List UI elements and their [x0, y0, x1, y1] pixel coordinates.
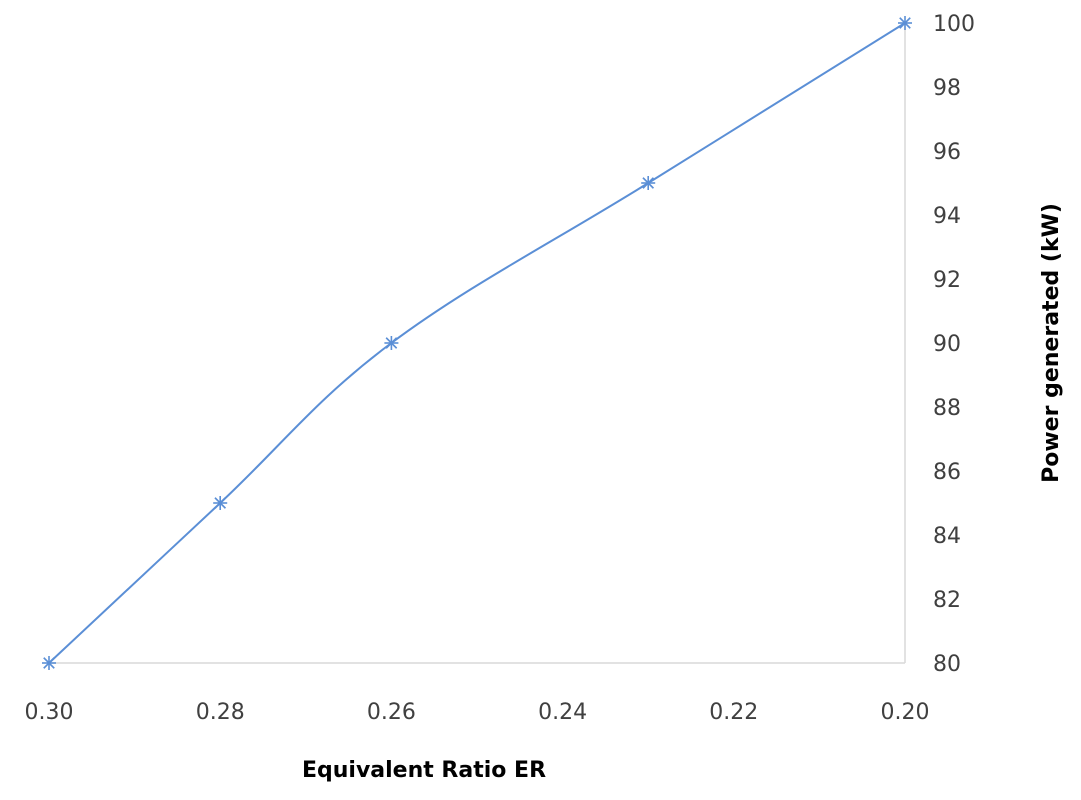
x-tick-label: 0.28 — [196, 700, 245, 725]
x-tick-label: 0.26 — [367, 700, 416, 725]
axes — [49, 23, 906, 664]
y-tick-label: 82 — [933, 588, 961, 613]
data-series — [48, 22, 906, 664]
data-point — [641, 176, 656, 190]
x-tick-label: 0.20 — [881, 700, 930, 725]
x-tick-label: 0.30 — [25, 700, 74, 725]
y-tick-label: 84 — [933, 524, 961, 549]
data-point — [42, 656, 56, 670]
data-markers — [42, 16, 912, 670]
y-tick-label: 98 — [933, 76, 961, 101]
y-axis-title: Power generated (kW) — [1039, 203, 1064, 483]
data-point — [898, 16, 912, 30]
y-tick-label: 100 — [933, 12, 975, 37]
data-point — [213, 496, 228, 510]
y-tick-label: 94 — [933, 204, 961, 229]
y-tick-label: 80 — [933, 652, 961, 677]
y-tick-label: 88 — [933, 396, 961, 421]
x-tick-label: 0.22 — [709, 700, 758, 725]
y-tick-label: 86 — [933, 460, 961, 485]
y-tick-label: 90 — [933, 332, 961, 357]
x-tick-label: 0.24 — [538, 700, 587, 725]
y-tick-label: 96 — [933, 140, 961, 165]
series-line — [48, 22, 906, 664]
y-tick-label: 92 — [933, 268, 961, 293]
x-axis-title: Equivalent Ratio ER — [302, 758, 546, 783]
data-point — [384, 336, 399, 350]
